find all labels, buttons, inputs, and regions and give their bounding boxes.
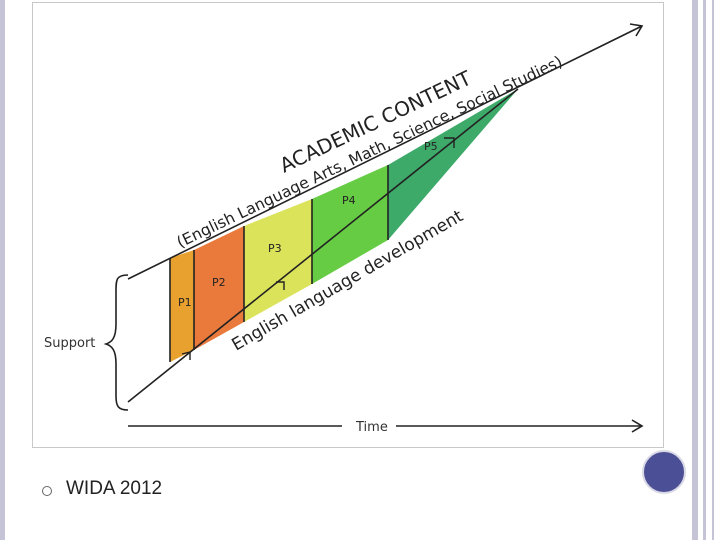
level-label-p1: P1 (178, 296, 192, 309)
language-development-arrow (127, 88, 519, 403)
level-region-p3 (244, 199, 312, 322)
step-mark (181, 351, 191, 360)
arrowhead (631, 419, 644, 433)
step-mark (276, 281, 285, 290)
step-mark (444, 137, 455, 148)
level-region-p1 (170, 250, 194, 362)
wida-diagram: P1 P2 P3 P4 P5 ACADEMIC CONTENT (English… (44, 23, 644, 435)
decor-bar (692, 0, 698, 540)
decor-circle (642, 450, 686, 494)
level-label-p2: P2 (212, 276, 226, 289)
level-label-p4: P4 (342, 194, 356, 207)
academic-content-arrow (127, 25, 643, 280)
decor-bar (712, 0, 714, 540)
decor-bar (703, 0, 706, 540)
level-label-p3: P3 (268, 242, 282, 255)
arrowhead (629, 23, 644, 37)
level-separators (169, 165, 389, 362)
level-region-p5 (388, 89, 518, 240)
slide-left-decor (0, 0, 5, 540)
support-brace (103, 274, 129, 411)
level-label-p5: P5 (424, 140, 438, 153)
support-label: Support (44, 336, 95, 351)
citation-caption: WIDA 2012 (66, 478, 163, 499)
time-label: Time (355, 420, 388, 435)
bullet-icon (42, 486, 52, 496)
